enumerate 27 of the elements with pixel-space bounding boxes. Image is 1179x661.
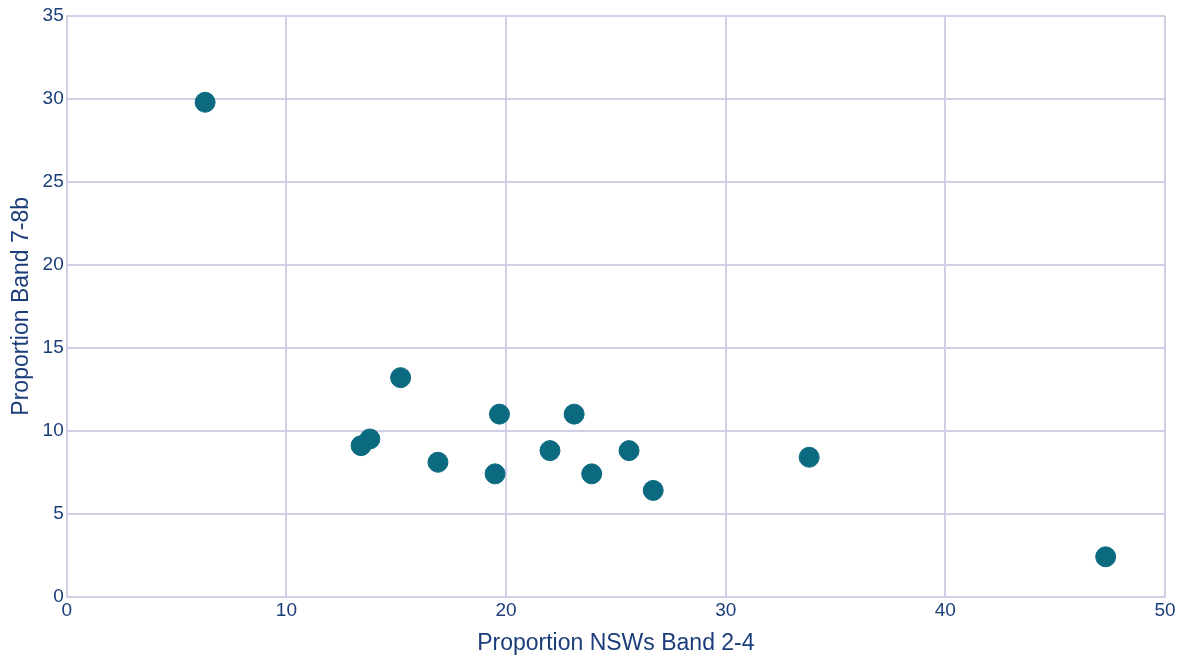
x-tick-label: 40	[934, 599, 956, 621]
point	[581, 463, 603, 485]
y-tick-label: 20	[42, 253, 64, 275]
y-tick-label: 25	[42, 170, 64, 192]
x-tick-label: 50	[1154, 599, 1176, 621]
x-axis-title: Proportion NSWs Band 2-4	[477, 628, 755, 655]
point	[427, 451, 449, 473]
point	[359, 428, 381, 450]
y-axis-title: Proportion Band 7-8b	[7, 196, 34, 416]
point	[642, 479, 664, 501]
point	[563, 403, 585, 425]
y-tick-label: 35	[42, 4, 64, 26]
x-tick-label: 30	[715, 599, 737, 621]
x-tick-label: 10	[275, 599, 297, 621]
point	[539, 440, 561, 462]
y-tick-label: 5	[53, 501, 64, 523]
point	[1095, 546, 1117, 568]
point	[488, 403, 510, 425]
point	[484, 463, 506, 485]
y-tick-label: 15	[42, 336, 64, 358]
point	[798, 446, 820, 468]
point	[390, 367, 412, 389]
point	[618, 440, 640, 462]
x-tick-label: 20	[495, 599, 517, 621]
y-tick-label: 30	[42, 87, 64, 109]
y-tick-label: 10	[42, 418, 64, 440]
point	[194, 91, 216, 113]
